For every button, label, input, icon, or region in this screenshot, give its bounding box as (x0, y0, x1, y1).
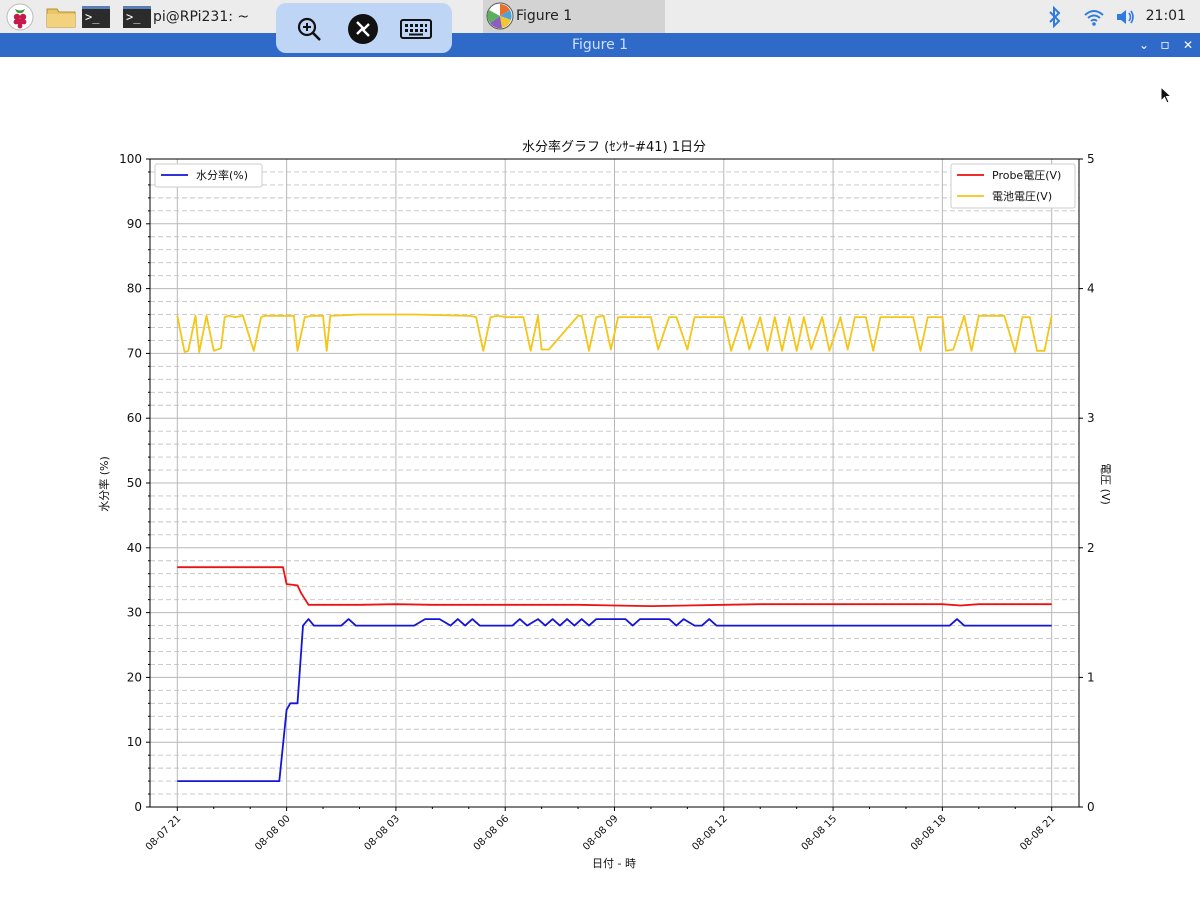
y-right-tick-label: 4 (1087, 282, 1095, 296)
legend-label-moisture: 水分率(%) (196, 168, 248, 182)
x-tick-label: 08-07 21 (144, 813, 184, 853)
y-left-tick-label: 100 (119, 152, 142, 166)
x-tick-label: 08-08 12 (690, 813, 730, 853)
y-right-tick-label: 3 (1087, 411, 1095, 425)
wifi-icon[interactable] (1082, 3, 1106, 31)
y-left-tick-label: 90 (127, 217, 142, 231)
matplotlib-icon (486, 2, 514, 30)
y-axis-right-label: 電圧 (V) (1099, 463, 1112, 505)
moisture-series-line (177, 618, 1052, 782)
keyboard-icon[interactable] (399, 12, 433, 46)
chart-title: 水分率グラフ (ｾﾝｻｰ#41) 1日分 (522, 139, 706, 155)
battery-voltage-series-line (176, 313, 1053, 354)
vnc-connection-icon[interactable] (346, 12, 380, 46)
x-tick-label: 08-08 06 (472, 813, 512, 853)
volume-icon[interactable] (1114, 3, 1138, 31)
x-tick-label: 08-08 00 (253, 813, 293, 853)
figure-canvas[interactable]: 0 10 20 30 40 50 60 70 80 90 100 0 1 2 3 4 5 08-07 21 08-0… (0, 57, 1200, 900)
x-tick-label: 08-08 21 (1018, 813, 1058, 853)
mouse-pointer-icon (1160, 86, 1173, 104)
clock: 21:01 (1145, 8, 1186, 24)
minimize-button[interactable]: ⌄ (1138, 38, 1150, 52)
x-axis-label: 日付 - 時 (592, 857, 636, 870)
terminal-task-label: pi@RPi231: ~ (153, 9, 250, 25)
grid (150, 158, 1079, 808)
legend-label-probe: Probe電圧(V) (992, 169, 1061, 182)
terminal-task-button[interactable]: >_ pi@RPi231: ~ (123, 3, 249, 31)
y-right-tick-label: 0 (1087, 800, 1095, 814)
axes: 0 10 20 30 40 50 60 70 80 90 100 0 1 2 3 4 5 08-07 21 08-0… (119, 152, 1095, 853)
y-left-tick-label: 20 (127, 670, 142, 684)
figure-task-label: Figure 1 (516, 8, 573, 24)
raspberry-pi-menu-icon[interactable] (6, 3, 34, 31)
legend-label-battery: 電池電圧(V) (992, 190, 1052, 203)
folder-icon[interactable] (46, 3, 76, 31)
x-tick-label: 08-08 09 (581, 813, 621, 853)
maximize-button[interactable]: ▫ (1160, 37, 1170, 53)
y-left-tick-label: 40 (127, 541, 142, 555)
y-left-tick-label: 0 (134, 800, 142, 814)
y-left-tick-label: 30 (127, 606, 142, 620)
x-tick-label: 08-08 03 (362, 813, 402, 853)
terminal-icon[interactable]: >_ (82, 3, 110, 31)
taskbar: >_ >_ pi@RPi231: ~ Figure 1 (0, 0, 1200, 33)
y-axis-left-label: 水分率 (%) (97, 456, 111, 512)
y-left-tick-label: 80 (127, 282, 142, 296)
x-tick-label: 08-08 18 (909, 813, 949, 853)
zoom-icon[interactable] (292, 12, 326, 46)
y-left-tick-label: 70 (127, 346, 142, 360)
probe-voltage-series-line (177, 566, 1052, 607)
figure-task-button[interactable]: Figure 1 (483, 0, 665, 33)
y-right-tick-label: 5 (1087, 152, 1095, 166)
close-button[interactable]: ✕ (1182, 38, 1194, 52)
bluetooth-icon[interactable] (1046, 3, 1064, 31)
terminal-icon: >_ (123, 6, 151, 28)
series-layer (176, 313, 1053, 782)
y-right-tick-label: 1 (1087, 670, 1095, 684)
y-left-tick-label: 10 (127, 735, 142, 749)
legend-left: 水分率(%) (154, 163, 263, 188)
vnc-toolbar (276, 3, 452, 53)
y-left-tick-label: 50 (127, 476, 142, 490)
y-left-tick-label: 60 (127, 411, 142, 425)
y-right-tick-label: 2 (1087, 541, 1095, 555)
legend-right: Probe電圧(V) 電池電圧(V) (950, 163, 1076, 209)
window-title: Figure 1 (571, 37, 629, 53)
x-tick-label: 08-08 15 (800, 813, 840, 853)
window-titlebar[interactable]: Figure 1 ⌄ ▫ ✕ (0, 33, 1200, 57)
